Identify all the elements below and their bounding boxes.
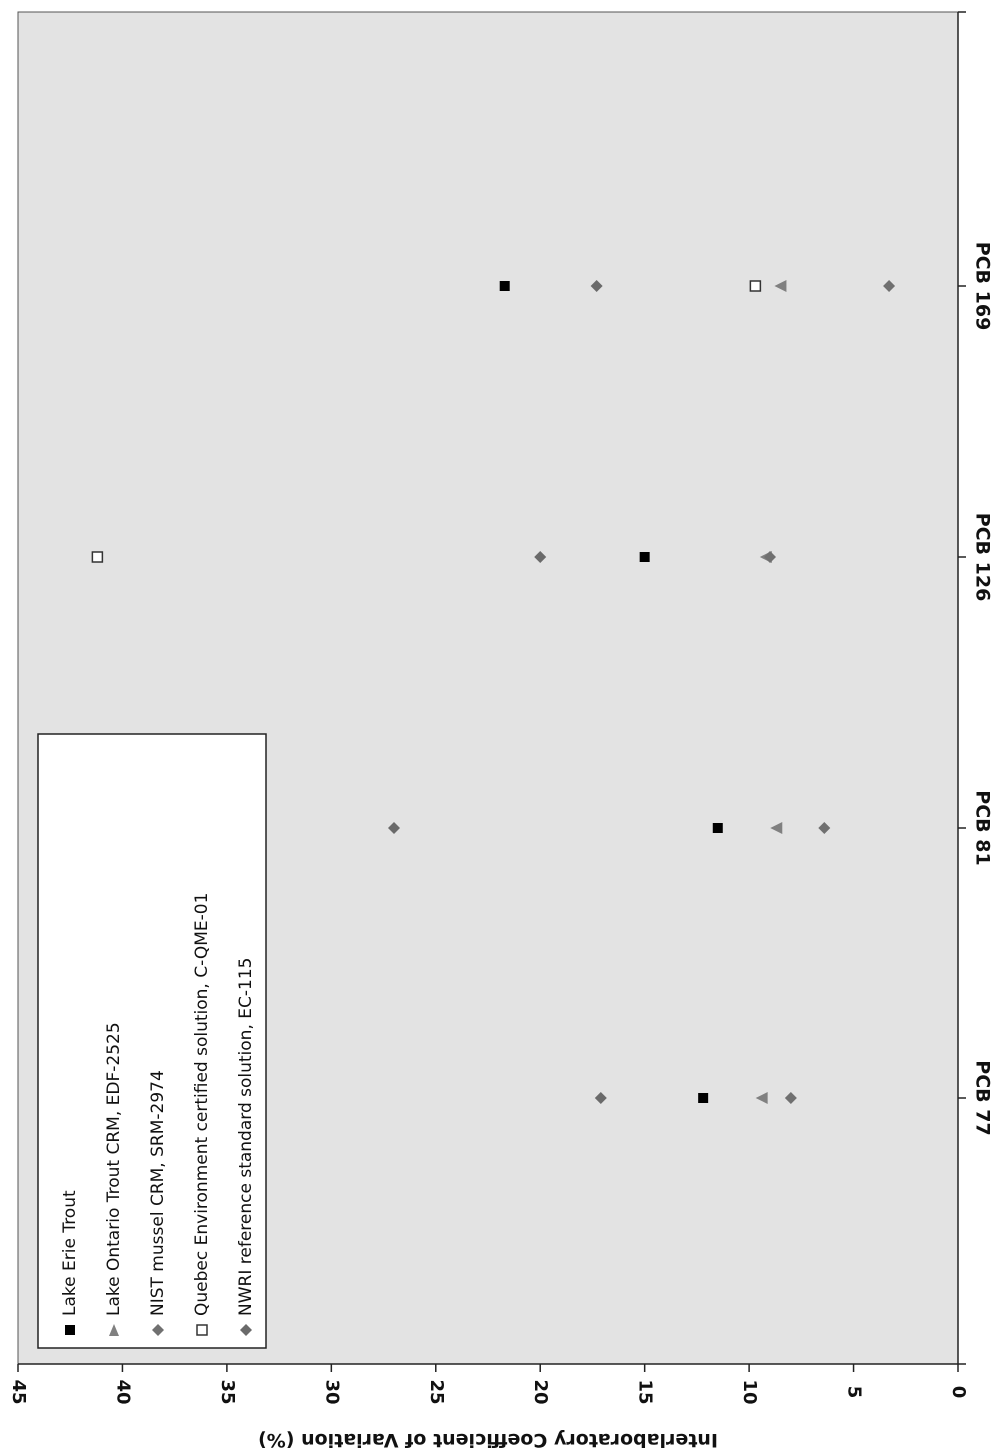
data-point (818, 822, 831, 834)
legend-entry-label: Lake Erie Trout (60, 1190, 80, 1316)
legend-entry-label: NWRI reference standard solution, EC-115 (236, 958, 256, 1316)
legend-entry-label: NIST mussel CRM, SRM-2974 (148, 1070, 168, 1316)
legend-entry-label: Lake Ontario Trout CRM, EDF-2525 (104, 1022, 124, 1316)
value-tick-label: 40 (112, 1379, 133, 1404)
value-axis-ticks: 0 5 10 15 20 25 30 35 40 45 (8, 1364, 969, 1405)
category-axis-ticks: PCB 77 PCB 81 PCB 126 PCB 169 (958, 11, 994, 1365)
data-point (712, 823, 723, 833)
legend-box (37, 733, 267, 1349)
data-point (594, 1092, 607, 1104)
value-axis-label: Interlaboratory Coefficient of Variation… (258, 1429, 718, 1451)
category-tick-label: PCB 126 (972, 513, 994, 602)
value-tick-label: 5 (844, 1386, 865, 1399)
category-tick-label: PCB 77 (972, 1060, 994, 1135)
data-point (770, 822, 783, 834)
category-tick-label: PCB 169 (972, 242, 994, 331)
legend-entry-label: Quebec Environment certified solution, C… (192, 893, 212, 1316)
value-tick-label: 30 (321, 1379, 342, 1404)
value-tick-label: 20 (530, 1379, 551, 1404)
data-point (499, 281, 510, 291)
value-tick-label: 35 (217, 1379, 238, 1404)
data-point (534, 551, 547, 563)
value-tick-label: 25 (426, 1379, 447, 1404)
value-tick-label: 0 (948, 1386, 969, 1399)
data-point (774, 280, 787, 292)
legend: Lake Erie Trout Lake Ontario Trout CRM, E… (37, 733, 267, 1349)
data-point (698, 1093, 709, 1103)
data-point (749, 280, 762, 292)
legend-marker (109, 1324, 119, 1336)
value-tick-label: 10 (739, 1379, 760, 1404)
data-point (784, 1092, 797, 1104)
legend-marker (65, 1325, 75, 1335)
data-point (639, 552, 650, 562)
data-points (91, 280, 896, 1104)
legend-marker (152, 1324, 164, 1336)
data-point (590, 280, 603, 292)
value-tick-label: 15 (635, 1379, 656, 1404)
data-point (91, 551, 104, 563)
legend-marker (196, 1324, 208, 1336)
category-tick-label: PCB 81 (972, 790, 994, 865)
data-point (883, 280, 896, 292)
data-point (388, 822, 400, 834)
data-point (755, 1092, 768, 1104)
value-tick-label: 45 (8, 1379, 29, 1404)
data-point (764, 551, 776, 563)
legend-marker (240, 1324, 252, 1336)
